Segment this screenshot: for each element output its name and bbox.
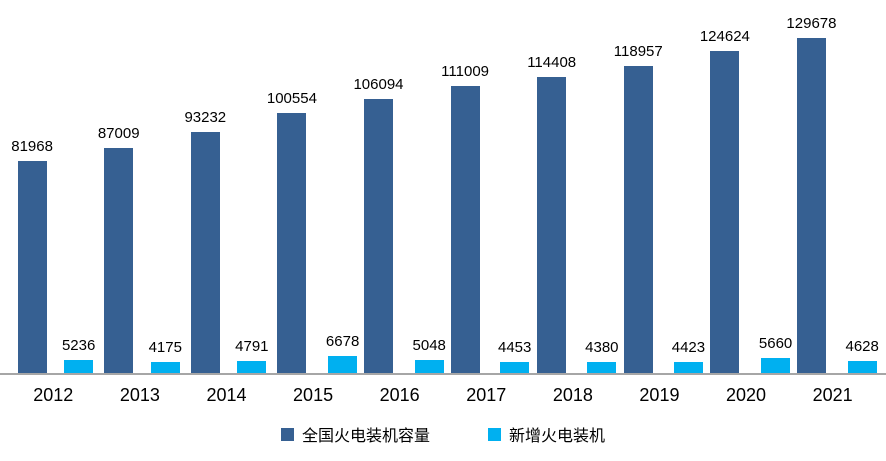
x-axis-label-2015: 2015 [293,385,334,405]
x-axis-label-2021: 2021 [812,385,853,405]
legend-swatch [280,427,294,441]
total-capacity-bar [623,65,653,373]
bar-value-label: 4423 [671,338,706,356]
new-capacity-bar [328,355,358,373]
bar-group-2012: 81968 5236 [10,138,97,373]
bar-value-label: 100554 [266,90,317,108]
new-capacity-column: 4628 [845,338,879,373]
legend-item-total-capacity: 全国火电装机容量 [280,422,430,446]
bar-value-label: 5048 [412,337,446,354]
bar-value-label: 114408 [527,54,577,72]
plot-area: 81968 5236 87009 4175 93232 4791 100554 6678 106… [0,15,886,375]
x-axis-label-2014: 2014 [206,385,247,405]
bar-value-label: 93232 [184,109,227,127]
new-capacity-column: 4423 [672,339,705,373]
total-capacity-column: 93232 [184,109,226,373]
x-axis-label-2012: 2012 [33,385,74,405]
new-capacity-bar [673,361,703,373]
bar-group-2017: 111009 4453 [441,63,532,373]
bar-value-label: 111009 [441,63,489,81]
new-capacity-bar [761,358,791,373]
bar-value-label: 87009 [97,125,140,143]
total-capacity-column: 81968 [11,138,53,373]
new-capacity-bar [847,361,877,373]
new-capacity-bar [587,361,617,373]
new-capacity-column: 4453 [498,338,532,373]
bar-value-label: 5236 [61,336,96,354]
bar-value-label: 118957 [613,42,663,60]
new-capacity-column: 5236 [61,336,96,373]
bar-group-2021: 129678 4628 [786,15,879,373]
bar-group-2014: 93232 4791 [183,109,270,373]
bar-group-2020: 124624 5660 [700,28,792,373]
new-capacity-bar [237,360,267,373]
new-capacity-bar [500,361,530,373]
new-capacity-column: 4175 [149,339,182,373]
bar-value-label: 6678 [325,332,360,350]
x-axis-label-2019: 2019 [639,385,680,405]
total-capacity-bar [710,51,740,373]
bar-group-2016: 106094 5048 [353,75,446,373]
bar-value-label: 4628 [845,338,879,355]
legend-item-new-capacity: 新增火电装机 [488,422,605,446]
x-axis-label-2017: 2017 [466,385,507,405]
bar-value-label: 129678 [786,15,837,32]
x-axis-label-2020: 2020 [726,385,767,405]
new-capacity-column: 6678 [326,333,359,373]
new-capacity-column: 5660 [759,335,792,373]
bar-value-label: 106094 [353,75,404,93]
total-capacity-column: 106094 [353,75,404,373]
new-capacity-column: 4380 [585,338,619,373]
bar-value-label: 5660 [758,335,793,353]
new-capacity-column: 4791 [235,337,269,373]
bar-group-2018: 114408 4380 [527,54,619,373]
bar-group-2019: 118957 4423 [614,43,705,373]
bar-value-label: 124624 [699,28,750,46]
total-capacity-bar [363,98,393,373]
total-capacity-column: 124624 [700,28,750,373]
total-capacity-bar [104,148,134,373]
bar-value-label: 4175 [148,339,182,357]
new-capacity-bar [64,359,94,373]
bar-value-label: 4380 [585,338,619,356]
total-capacity-column: 111009 [441,63,489,373]
total-capacity-bar [537,77,567,373]
total-capacity-bar [450,86,480,373]
bar-group-2015: 100554 6678 [267,90,359,373]
total-capacity-bar [190,132,220,373]
bar-value-label: 81968 [11,138,53,156]
total-capacity-bar [796,38,826,373]
bar-value-label: 4791 [235,337,269,355]
total-capacity-column: 114408 [527,54,576,373]
total-capacity-column: 129678 [786,15,836,373]
x-axis-label-2013: 2013 [119,385,160,405]
x-axis: 2012 2013 2014 2015 2016 2017 2018 2019 2020 2021 [0,384,886,406]
bar-group-2013: 87009 4175 [97,125,184,373]
total-capacity-column: 100554 [267,90,317,373]
x-axis-label-2016: 2016 [379,385,420,405]
legend: 全国火电装机容量 新增火电装机 [0,422,886,446]
total-capacity-bar [277,113,307,373]
legend-label: 新增火电装机 [509,428,606,445]
new-capacity-bar [414,360,444,373]
total-capacity-column: 118957 [614,43,663,373]
total-capacity-bar [17,161,47,373]
new-capacity-column: 5048 [413,337,446,373]
legend-label: 全国火电装机容量 [301,428,430,445]
bar-value-label: 4453 [498,338,532,356]
new-capacity-bar [150,362,180,373]
legend-swatch [488,427,501,441]
total-capacity-column: 87009 [98,125,140,373]
x-axis-label-2018: 2018 [552,385,593,405]
